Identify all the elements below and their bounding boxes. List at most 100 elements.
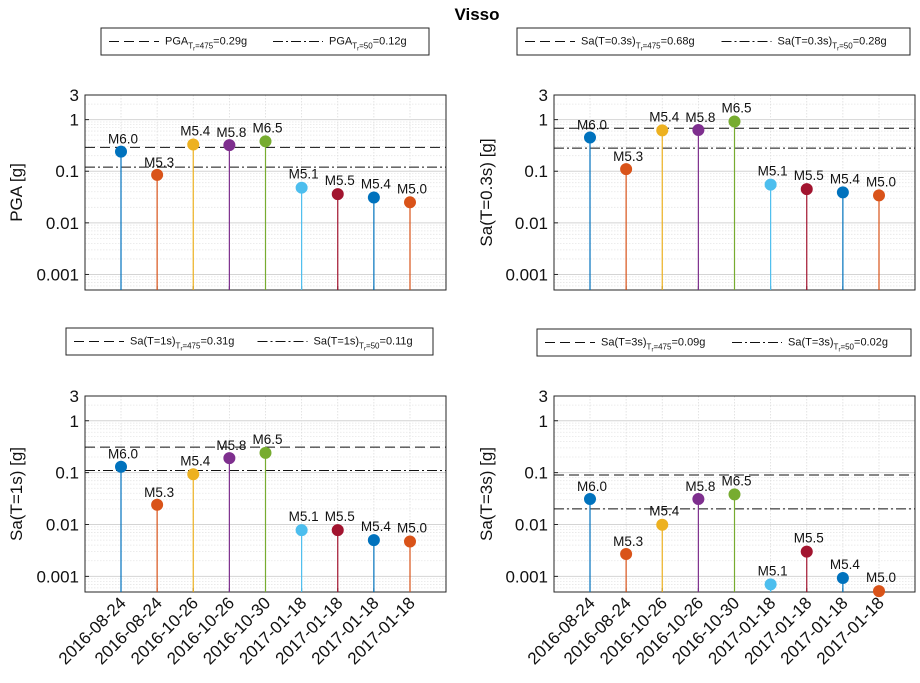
legend-box	[516, 27, 911, 56]
legend-box	[65, 327, 434, 356]
chart-panel-3: 0.0010.010.1132016-08-242016-08-242016-1…	[7, 327, 447, 668]
magnitude-label: M5.3	[613, 534, 643, 549]
data-point	[295, 524, 308, 537]
magnitude-label: M5.1	[758, 164, 788, 179]
data-point	[331, 524, 344, 537]
magnitude-label: M5.8	[685, 110, 715, 125]
magnitude-label: M5.8	[216, 125, 246, 140]
data-point	[223, 139, 236, 152]
data-point	[584, 131, 596, 144]
legend: Sa(T=1s)Tr=475=0.31g Sa(T=1s)Tr=50=0.11g	[65, 327, 434, 356]
data-point	[728, 488, 741, 501]
data-point	[584, 493, 596, 506]
chart-panel-4: 0.0010.010.1132016-08-242016-08-242016-1…	[477, 328, 916, 668]
magnitude-label: M5.4	[361, 519, 392, 534]
data-point	[259, 135, 272, 148]
figure-title: Visso	[454, 5, 499, 24]
legend-entry-475: Sa(T=0.3s)Tr=475=0.68g	[581, 36, 695, 53]
data-point	[656, 518, 669, 531]
data-point	[800, 545, 813, 558]
data-point	[331, 188, 344, 201]
data-point	[404, 196, 416, 209]
data-point	[115, 460, 127, 473]
y-tick-label: 0.01	[515, 516, 548, 535]
data-point	[728, 115, 741, 128]
data-point	[764, 578, 777, 591]
data-point	[692, 123, 705, 136]
data-point	[295, 181, 308, 194]
legend: Sa(T=3s)Tr=475=0.09g Sa(T=3s)Tr=50=0.02g	[536, 328, 912, 357]
magnitude-label: M6.0	[577, 479, 607, 494]
y-tick-label: 0.001	[505, 265, 548, 284]
data-point	[187, 138, 200, 151]
data-point	[873, 585, 885, 598]
magnitude-label: M5.5	[794, 531, 824, 546]
magnitude-label: M5.1	[289, 509, 319, 524]
y-tick-label: 1	[539, 111, 548, 130]
y-tick-label: 0.001	[36, 567, 79, 586]
legend-entry-50: Sa(T=3s)Tr=50=0.02g	[788, 337, 888, 354]
legend-entry-50: Sa(T=1s)Tr=50=0.11g	[314, 336, 413, 353]
magnitude-label: M5.0	[866, 174, 896, 189]
legend-entry-50: Sa(T=0.3s)Tr=50=0.28g	[778, 36, 887, 53]
data-point	[836, 572, 849, 585]
magnitude-label: M5.4	[830, 557, 861, 572]
legend-entry-475: Sa(T=1s)Tr=475=0.31g	[130, 336, 234, 353]
magnitude-label: M5.8	[216, 438, 246, 453]
magnitude-label: M5.4	[830, 171, 861, 186]
y-tick-label: 3	[539, 86, 548, 105]
data-point	[367, 534, 380, 547]
data-point	[764, 178, 777, 191]
magnitude-label: M5.3	[144, 155, 174, 170]
data-point	[151, 168, 164, 181]
y-tick-label: 0.1	[524, 464, 548, 483]
magnitude-label: M5.8	[685, 479, 715, 494]
magnitude-label: M5.0	[866, 570, 896, 585]
magnitude-label: M5.1	[289, 167, 319, 182]
magnitude-label: M5.5	[794, 168, 824, 183]
data-point	[656, 124, 669, 137]
data-point	[620, 163, 633, 176]
y-tick-label: 3	[70, 387, 79, 406]
magnitude-label: M5.4	[180, 453, 211, 468]
y-axis-label: Sa(T=1s) [g]	[7, 447, 26, 541]
data-point	[873, 189, 885, 202]
magnitude-label: M6.5	[721, 473, 751, 488]
legend-box	[536, 328, 912, 357]
magnitude-label: M5.0	[397, 521, 427, 536]
magnitude-label: M6.0	[108, 447, 138, 462]
data-point	[223, 452, 236, 465]
legend: PGATr=475=0.29g PGATr=50=0.12g	[100, 27, 430, 56]
magnitude-label: M6.5	[252, 120, 282, 135]
chart-panel-2: 0.001 0.01 0.1 1 3 Sa(T=0.3s) [g] M6.0 M5.3 M5.4…	[477, 27, 916, 291]
magnitude-label: M5.4	[361, 176, 392, 191]
magnitude-label: M5.5	[325, 509, 355, 524]
data-point	[836, 186, 849, 199]
legend-entry-475: Sa(T=3s)Tr=475=0.09g	[601, 337, 705, 354]
magnitude-label: M5.4	[180, 123, 211, 138]
magnitude-label: M5.4	[649, 109, 680, 124]
data-point	[187, 468, 200, 481]
magnitude-label: M6.5	[252, 432, 282, 447]
y-axis-label: Sa(T=0.3s) [g]	[477, 138, 496, 246]
data-point	[367, 191, 380, 204]
legend-entry-475: PGATr=475=0.29g	[165, 36, 247, 53]
y-tick-label: 0.1	[55, 464, 79, 483]
y-tick-label: 3	[70, 86, 79, 105]
magnitude-label: M5.3	[613, 149, 643, 164]
y-axis-label: Sa(T=3s) [g]	[477, 447, 496, 541]
y-tick-label: 0.001	[505, 567, 548, 586]
magnitude-label: M5.0	[397, 181, 427, 196]
legend-entry-50: PGATr=50=0.12g	[329, 36, 407, 53]
y-tick-label: 0.001	[36, 265, 79, 284]
magnitude-label: M6.5	[721, 100, 751, 115]
data-point	[692, 493, 705, 506]
data-point	[620, 548, 633, 561]
magnitude-label: M5.1	[758, 563, 788, 578]
magnitude-label: M6.0	[108, 132, 138, 147]
data-point	[800, 183, 813, 196]
y-tick-label: 1	[70, 412, 79, 431]
magnitude-label: M5.5	[325, 173, 355, 188]
